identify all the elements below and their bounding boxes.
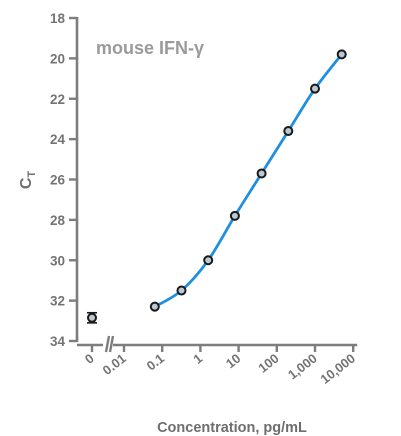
data-point [229, 210, 240, 221]
y-tick-label: 26 [50, 173, 66, 188]
data-point [203, 255, 214, 266]
data-point [283, 126, 294, 137]
data-point [176, 285, 187, 296]
ticks: 18 20 22 24 26 28 30 32 34 0 0.01 0.1 1 10 100 1,00010,… [50, 11, 358, 387]
x-tick-label: 0.1 [144, 351, 167, 374]
data-point [336, 49, 347, 60]
chart-title: mouse IFN-γ [96, 38, 204, 58]
y-axis-title-sub: T [26, 171, 38, 178]
data-points [87, 49, 347, 324]
x-axis-break-mark [104, 335, 111, 353]
y-tick-label: 18 [50, 11, 66, 26]
x-tick-label: 1,000 [285, 351, 320, 383]
y-tick-label: 20 [50, 51, 65, 66]
y-tick-label: 22 [50, 92, 65, 107]
data-point-zero [87, 312, 97, 323]
y-tick-label: 32 [50, 294, 65, 309]
x-tick-label: 1 [190, 351, 205, 367]
y-axis-title: CT [18, 171, 38, 190]
data-point [149, 301, 160, 312]
data-point [310, 83, 320, 94]
x-axis-title: Concentration, pg/mL [157, 420, 307, 436]
x-tick-label: 100 [255, 351, 281, 376]
y-axis-title-main: C [18, 177, 35, 189]
x-tick-label: 10 [223, 351, 244, 372]
y-tick-label: 24 [50, 132, 66, 147]
x-tick-label: 10,000 [317, 351, 358, 387]
data-point [256, 168, 267, 179]
x-axis-break-mark [108, 335, 115, 353]
y-tick-label: 28 [50, 213, 66, 228]
y-tick-label: 30 [50, 253, 65, 268]
axes [75, 17, 358, 353]
y-axis-title-group: CT [18, 171, 38, 190]
x-tick-label: 0.01 [100, 351, 129, 378]
x-tick-label-zero: 0 [82, 351, 97, 367]
y-tick-label: 34 [50, 334, 66, 349]
